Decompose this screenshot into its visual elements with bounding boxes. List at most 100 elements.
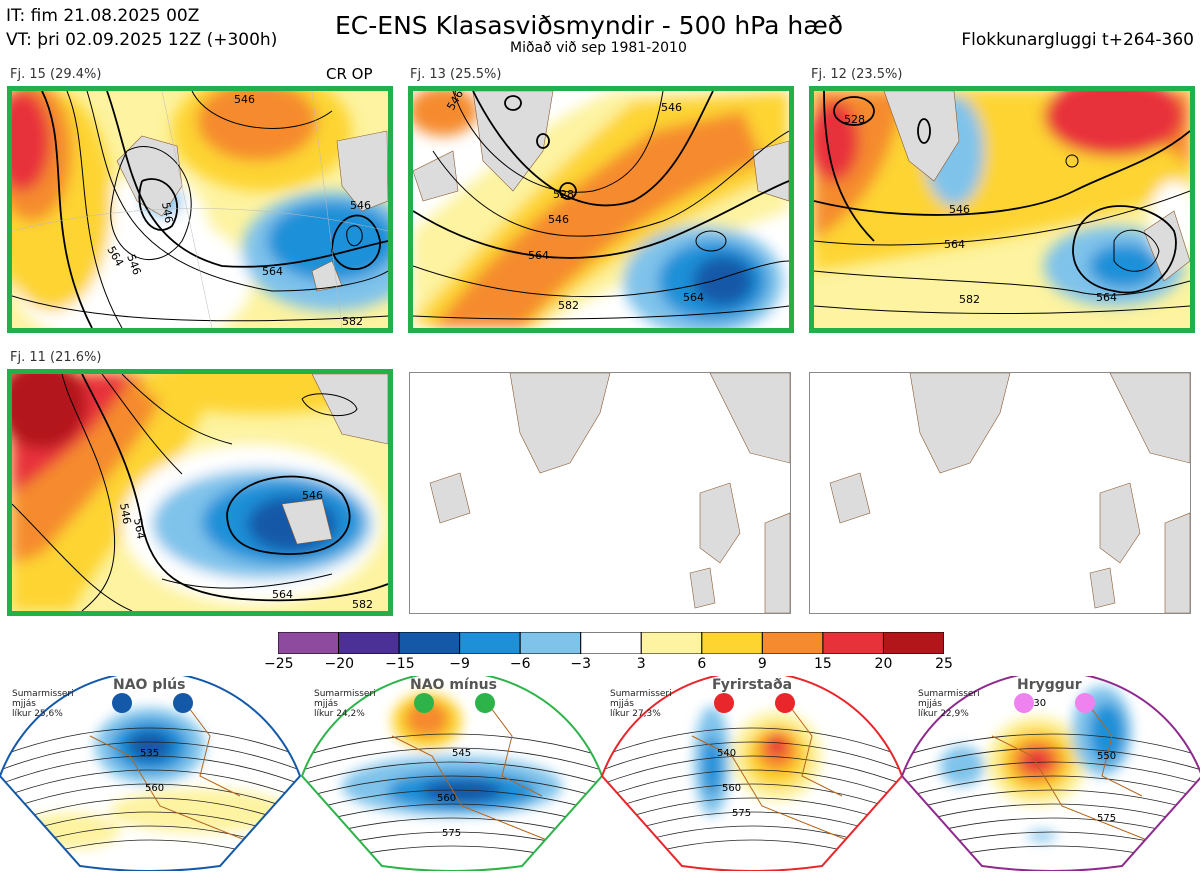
colorbar-swatch (580, 631, 642, 655)
colorbar-swatch (701, 631, 763, 655)
regime-4-prob: líkur 22,9% (918, 709, 969, 719)
regime-4-status: mjjás (918, 699, 942, 709)
panel-4-label: Fj. 11 (21.6%) (10, 350, 102, 365)
colorbar-swatch (459, 631, 521, 655)
regime-row: 535 560 545 560 575 540 560 575 530 550 575 (0, 670, 1200, 872)
colorbar-tick-label: 15 (813, 656, 832, 672)
regime-1-season: Sumarmisseri (12, 689, 74, 699)
valid-time: VT: þri 02.09.2025 12Z (+300h) (6, 30, 278, 50)
regime-dot (414, 693, 434, 713)
regime-sector: 535 560 (0, 670, 302, 872)
contour-label: 528 (553, 188, 574, 201)
regime-1-status: mjjás (12, 699, 36, 709)
regime-dot (475, 693, 495, 713)
regime-dot (1014, 693, 1034, 713)
regime-sector: 545 560 575 (300, 670, 604, 872)
contour-label: 564 (528, 249, 549, 262)
contour-label: 564 (683, 291, 704, 304)
colorbar-swatch (277, 631, 340, 655)
empty-map-6 (809, 372, 1191, 614)
colorbar-tick-label: −9 (449, 656, 470, 672)
colorbar-swatch (640, 631, 703, 655)
colorbar-tick-label: 20 (874, 656, 893, 672)
regime-contour-label: 560 (437, 793, 456, 804)
colorbar (277, 631, 945, 655)
colorbar-swatch (398, 631, 461, 655)
regime-contour-label: 575 (1097, 813, 1116, 824)
contour-label: 564 (944, 238, 965, 251)
regime-dot (112, 693, 132, 713)
empty-map-5 (409, 372, 791, 614)
contour-label: 582 (558, 299, 579, 312)
colorbar-tick-label: −20 (324, 656, 355, 672)
regime-1-prob: líkur 25,6% (12, 709, 63, 719)
page-title: EC-ENS Klasasviðsmyndir - 500 hPa hæð (335, 11, 844, 40)
regime-2-name: NAO mínus (410, 677, 497, 693)
panel-1-extra: CR OP (326, 65, 373, 83)
contour-label: 564 (131, 517, 147, 540)
colorbar-tick-label: 25 (935, 656, 953, 672)
regime-2-prob: líkur 24,2% (314, 709, 365, 719)
panel-3-label: Fj. 12 (23.5%) (811, 67, 903, 82)
contour-label: 528 (844, 113, 865, 126)
colorbar-swatch (822, 631, 884, 655)
colorbar-tick-label: −6 (509, 656, 531, 672)
regime-contour-label: 560 (145, 783, 164, 794)
colorbar-tick-label: −25 (264, 656, 294, 672)
regime-contour-label: 575 (732, 808, 751, 819)
contour-label: 546 (234, 93, 255, 106)
regime-2-season: Sumarmisseri (314, 689, 376, 699)
issue-time: IT: fim 21.08.2025 00Z (6, 6, 200, 26)
colorbar-tick-label: −15 (385, 656, 415, 672)
contour-label: 546 (159, 201, 175, 224)
contour-label: 564 (262, 265, 283, 278)
regime-dot (714, 693, 734, 713)
contour-label: 546 (949, 203, 970, 216)
cluster-map-1[interactable]: 564 564 546 546 546 582 546 (7, 86, 393, 333)
contour-label: 582 (959, 293, 980, 306)
contour-label: 546 (350, 199, 371, 212)
colorbar-swatch (519, 631, 582, 655)
regime-sector: 530 550 575 (900, 670, 1200, 872)
regime-3-status: mjjás (610, 699, 634, 709)
regime-1-name: NAO plús (113, 677, 186, 693)
regime-sector: 540 560 575 (600, 670, 904, 872)
regime-dot (1075, 693, 1095, 713)
classification-window: Flokkunargluggi t+264-360 (961, 30, 1194, 50)
colorbar-tick-label: 6 (697, 656, 707, 672)
contour-label: 564 (272, 588, 293, 601)
colorbar-ticks: −25 −20 −15 −9 −6 −3 3 6 9 15 20 25 (0, 656, 1200, 676)
panel-2-label: Fj. 13 (25.5%) (410, 67, 502, 82)
colorbar-tick-label: 9 (757, 656, 767, 672)
contour-label: 564 (1096, 291, 1117, 304)
regime-contour-label: 535 (140, 748, 159, 759)
regime-contour-label: 560 (722, 783, 741, 794)
colorbar-tick-label: 3 (636, 656, 646, 672)
regime-contour-label: 575 (442, 828, 461, 839)
colorbar-swatch (338, 631, 400, 655)
contour-label: 546 (548, 213, 569, 226)
regime-4-season: Sumarmisseri (918, 689, 980, 699)
regime-contour-label: 545 (452, 748, 471, 759)
cluster-map-4[interactable]: 546 564 546 564 582 (7, 369, 393, 616)
regime-dot (775, 693, 795, 713)
regime-contour-label: 540 (717, 748, 736, 759)
regime-3-name: Fyrirstaða (712, 677, 793, 693)
contour-label: 582 (352, 598, 373, 611)
colorbar-swatch (882, 631, 945, 655)
contour-label: 546 (661, 101, 682, 114)
regime-3-season: Sumarmisseri (610, 689, 672, 699)
regime-2-status: mjjás (314, 699, 338, 709)
cluster-map-3[interactable]: 528 546 564 582 564 (809, 86, 1195, 333)
contour-label: 546 (117, 502, 133, 525)
cluster-map-2[interactable]: 546 546 528 546 564 582 564 (408, 86, 794, 333)
contour-label: 546 (302, 489, 323, 502)
regime-4-name: Hryggur (1017, 677, 1082, 693)
contour-label: 582 (342, 315, 363, 328)
colorbar-swatch (761, 631, 824, 655)
page-subtitle: Miðað við sep 1981-2010 (510, 40, 687, 56)
regime-contour-label: 550 (1097, 751, 1116, 762)
regime-dot (173, 693, 193, 713)
panel-1-label: Fj. 15 (29.4%) (10, 67, 102, 82)
regime-3-prob: líkur 27,3% (610, 709, 661, 719)
